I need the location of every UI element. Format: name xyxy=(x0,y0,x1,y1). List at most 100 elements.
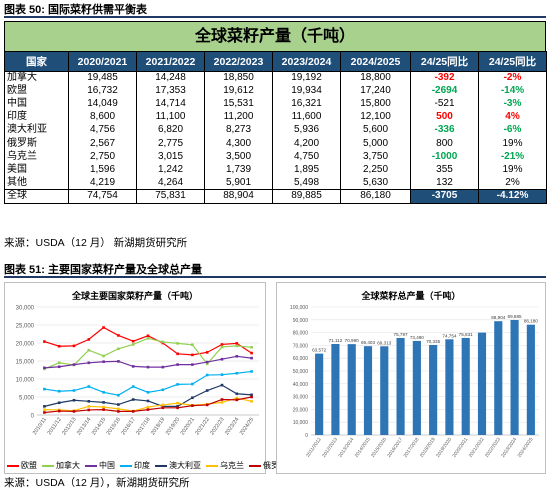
table-cell: 88,904 xyxy=(204,188,273,204)
y-tick-label: 50,000 xyxy=(293,369,309,375)
bar xyxy=(429,344,438,435)
series-point xyxy=(220,401,224,404)
series-point xyxy=(43,405,46,408)
legend-swatch xyxy=(7,464,19,467)
x-tick-label: 2024/25 xyxy=(239,417,255,437)
line-chart-canvas: 0 5,000 10,000 15,000 20,000 25,000 30,000 2010… xyxy=(16,306,259,437)
table-cell: 2,250 xyxy=(340,163,411,177)
table-row: 澳大利亚 4,756 6,820 8,273 5,936 5,600 -336 -6% xyxy=(4,123,547,137)
table-cell: -14% xyxy=(478,84,547,98)
y-tick-label: 80,000 xyxy=(293,331,309,337)
y-tick-label: 20,000 xyxy=(16,342,35,348)
bar xyxy=(494,321,503,435)
production-table: 国家 2020/2021 2021/2022 2022/2023 2023/2024 20… xyxy=(4,51,547,204)
table-cell: 18,850 xyxy=(204,71,273,85)
series-point xyxy=(43,408,46,411)
table-cell: 4,264 xyxy=(136,176,205,190)
y-tick-label: 10,000 xyxy=(16,378,35,384)
x-tick-label: 2016/2017 xyxy=(386,436,404,458)
column-header: 国家 xyxy=(4,51,69,72)
table-cell: 澳大利亚 xyxy=(4,123,69,137)
bar xyxy=(331,343,340,435)
series-point xyxy=(176,405,179,408)
x-tick-label: 2015/2016 xyxy=(370,436,388,458)
bar xyxy=(315,353,324,435)
series-point xyxy=(72,398,76,402)
bar xyxy=(510,319,519,435)
series-point xyxy=(220,373,224,376)
series-point xyxy=(57,409,61,413)
series-point xyxy=(117,410,120,413)
series-point xyxy=(146,399,150,403)
y-tick-label: 0 xyxy=(31,414,35,420)
series-point xyxy=(191,382,194,386)
data-label: 63,572 xyxy=(312,348,326,353)
series-point xyxy=(131,339,135,343)
table-cell: 美国 xyxy=(4,163,69,177)
table-cell: 19,485 xyxy=(68,71,137,85)
figure-caption-50: 图表 50: 国际菜籽供需平衡表 xyxy=(4,2,546,18)
table-cell: 18,800 xyxy=(340,71,411,85)
table-cell: 14,714 xyxy=(136,97,205,111)
x-tick-label: 2018/2019 xyxy=(419,436,437,458)
table-cell: 4,219 xyxy=(68,176,137,190)
series-point xyxy=(57,389,61,393)
table-cell: -21% xyxy=(478,150,547,164)
series-point xyxy=(176,363,179,366)
series-point xyxy=(235,396,239,400)
table-cell: 6,820 xyxy=(136,123,205,137)
series-point xyxy=(131,343,135,346)
bar xyxy=(396,337,405,435)
series-point xyxy=(176,406,179,410)
y-tick-label: 15,000 xyxy=(16,360,35,366)
table-cell: 8,273 xyxy=(204,123,273,137)
series-point xyxy=(235,371,239,375)
series-point xyxy=(220,343,224,346)
column-header: 2024/2025 xyxy=(340,51,411,72)
table-cell: 2,750 xyxy=(68,150,137,164)
bar-chart-global-production: 全球菜籽总产量（千吨） 0 10,000 20,000 30,000 40,000 50,… xyxy=(276,282,546,474)
legend-swatch xyxy=(249,464,261,467)
bar xyxy=(412,340,421,435)
table-cell: 5,630 xyxy=(340,176,411,190)
table-cell: -521 xyxy=(410,97,479,111)
legend-label: 欧盟 xyxy=(21,461,37,470)
table-cell: 17,353 xyxy=(136,84,205,98)
table-row: 俄罗斯 2,567 2,775 4,300 4,200 5,000 800 19% xyxy=(4,136,547,151)
table-cell: -1000 xyxy=(410,150,479,164)
series-point xyxy=(176,383,179,386)
series-point xyxy=(102,326,105,329)
y-tick-label: 30,000 xyxy=(293,395,309,401)
table-cell: 19% xyxy=(478,136,547,151)
series-point xyxy=(102,408,105,411)
table-cell: 86,180 xyxy=(340,188,411,204)
x-tick-label: 2019/2020 xyxy=(435,436,453,458)
table-cell: -4.12% xyxy=(478,188,547,204)
series-point xyxy=(117,360,120,363)
table-cell: 17,240 xyxy=(340,84,411,98)
source-note-2: 来源：USDA（12 月），新湖期货研究所 xyxy=(4,477,190,489)
legend-item: 加拿大 xyxy=(42,460,80,471)
series-point xyxy=(72,344,76,348)
legend-label: 印度 xyxy=(134,461,150,470)
legend-swatch xyxy=(155,464,167,467)
series-point xyxy=(161,388,165,392)
series-point xyxy=(102,401,105,404)
legend-swatch xyxy=(120,464,132,467)
legend-label: 加拿大 xyxy=(56,461,80,470)
series-point xyxy=(250,393,253,397)
series-point xyxy=(161,365,165,369)
table-cell: 19,192 xyxy=(272,71,341,85)
bar xyxy=(477,332,487,435)
table-cell: 14,049 xyxy=(68,97,137,111)
series-point xyxy=(146,391,150,394)
table-cell: 14,248 xyxy=(136,71,205,85)
series-point xyxy=(57,401,61,405)
y-tick-label: 40,000 xyxy=(293,382,309,388)
series-point xyxy=(176,342,179,345)
table-cell: 12,100 xyxy=(340,110,411,124)
table-cell: 800 xyxy=(410,136,479,151)
x-tick-label: 2023/2024 xyxy=(500,436,518,458)
bar xyxy=(380,346,389,435)
table-cell: 15,800 xyxy=(340,97,411,111)
